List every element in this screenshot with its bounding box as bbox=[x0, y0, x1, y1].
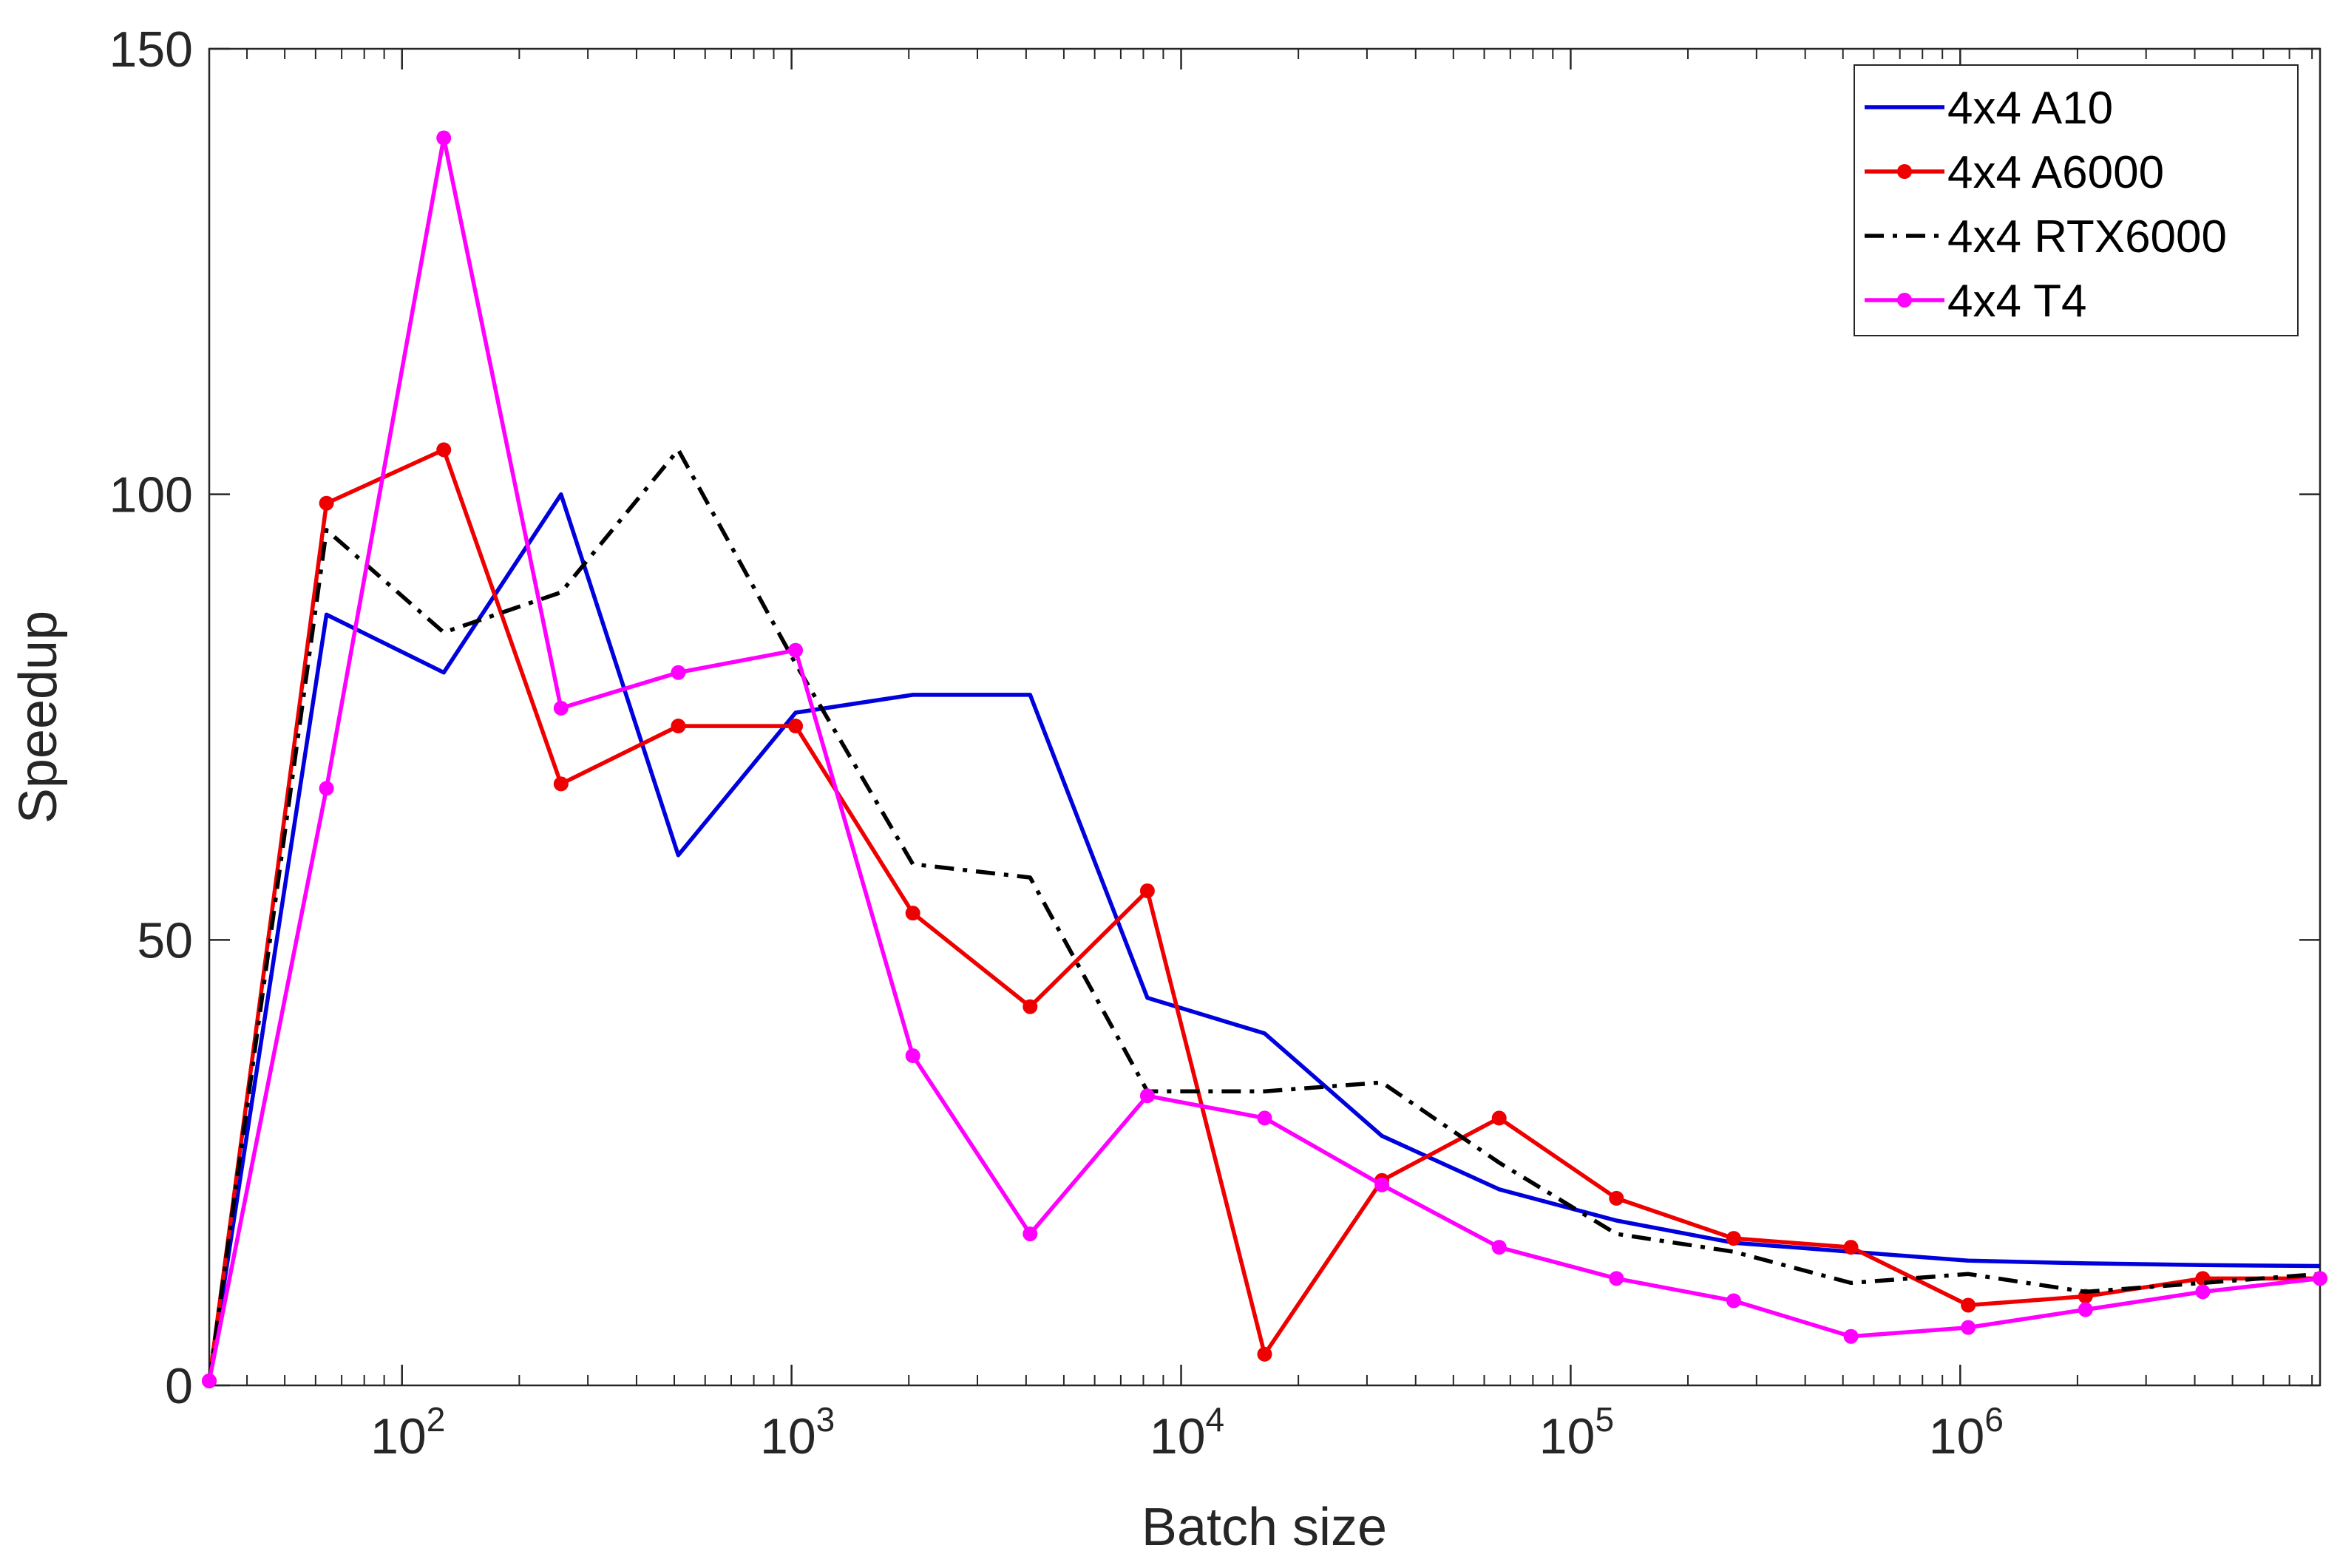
legend-marker-4x4-a6000 bbox=[1897, 164, 1912, 179]
y-axis-label: Speedup bbox=[9, 611, 68, 824]
axis-ticks: 0 50 100 150 102 103 104 105 106 bbox=[109, 21, 2320, 1465]
data-point-4x4-a6000 bbox=[1843, 1240, 1859, 1255]
legend-item-4x4-rtx6000: 4x4 RTX6000 bbox=[1865, 211, 2227, 262]
data-point-4x4-t4 bbox=[905, 1048, 920, 1064]
data-point-4x4-t4 bbox=[1726, 1293, 1741, 1309]
data-point-4x4-t4 bbox=[2078, 1302, 2093, 1317]
data-point-4x4-a6000 bbox=[671, 719, 686, 734]
data-point-4x4-a6000 bbox=[1491, 1110, 1507, 1126]
series-4x4-t4 bbox=[202, 130, 2327, 1388]
legend-marker-4x4-t4 bbox=[1897, 293, 1912, 308]
series-layer bbox=[202, 130, 2327, 1388]
legend: 4x4 A10 4x4 A6000 4x4 RTX6000 4x4 T4 bbox=[1854, 64, 2299, 336]
legend-label-4x4-a6000: 4x4 A6000 bbox=[1947, 147, 2164, 198]
data-point-4x4-a6000 bbox=[1139, 883, 1155, 899]
x-axis-label: Batch size bbox=[1142, 1498, 1387, 1557]
legend-item-4x4-t4: 4x4 T4 bbox=[1865, 276, 2086, 327]
x-tick-label: 103 bbox=[760, 1400, 835, 1465]
data-point-4x4-t4 bbox=[1843, 1328, 1859, 1344]
y-tick-label: 100 bbox=[109, 467, 193, 523]
data-point-4x4-t4 bbox=[436, 130, 452, 146]
data-point-4x4-t4 bbox=[671, 665, 686, 680]
data-point-4x4-a6000 bbox=[1609, 1190, 1624, 1206]
y-tick-label: 0 bbox=[165, 1358, 193, 1414]
data-point-4x4-t4 bbox=[1374, 1177, 1390, 1192]
x-tick-label: 106 bbox=[1929, 1400, 2004, 1465]
data-point-4x4-a6000 bbox=[1023, 999, 1038, 1014]
legend-box bbox=[1854, 64, 2299, 336]
series-line-4x4-a10 bbox=[207, 492, 2321, 1382]
data-point-4x4-t4 bbox=[1139, 1088, 1155, 1104]
data-point-4x4-a6000 bbox=[1961, 1297, 1976, 1313]
data-point-4x4-t4 bbox=[553, 700, 569, 716]
data-point-4x4-t4 bbox=[1609, 1271, 1624, 1286]
data-point-4x4-t4 bbox=[319, 781, 334, 796]
legend-label-4x4-t4: 4x4 T4 bbox=[1947, 276, 2086, 327]
data-point-4x4-t4 bbox=[1257, 1110, 1272, 1126]
data-point-4x4-a6000 bbox=[905, 906, 920, 921]
data-point-4x4-t4 bbox=[2313, 1271, 2327, 1286]
legend-label-4x4-rtx6000: 4x4 RTX6000 bbox=[1947, 211, 2227, 262]
data-point-4x4-a6000 bbox=[788, 719, 804, 734]
x-tick-label: 105 bbox=[1539, 1400, 1614, 1465]
data-point-4x4-t4 bbox=[2195, 1284, 2211, 1300]
data-point-4x4-t4 bbox=[1491, 1240, 1507, 1255]
legend-item-4x4-a6000: 4x4 A6000 bbox=[1865, 147, 2164, 198]
data-point-4x4-t4 bbox=[202, 1373, 217, 1388]
x-tick-label: 102 bbox=[370, 1400, 445, 1465]
data-point-4x4-t4 bbox=[788, 642, 804, 658]
data-point-4x4-a6000 bbox=[436, 442, 452, 458]
series-4x4-a10 bbox=[207, 492, 2321, 1382]
data-point-4x4-a6000 bbox=[1257, 1346, 1272, 1362]
x-tick-label: 104 bbox=[1150, 1400, 1224, 1465]
data-point-4x4-a6000 bbox=[1726, 1231, 1741, 1246]
data-point-4x4-t4 bbox=[1961, 1320, 1976, 1335]
y-tick-label: 50 bbox=[137, 912, 193, 968]
series-line-4x4-rtx6000 bbox=[207, 447, 2321, 1382]
series-4x4-rtx6000 bbox=[207, 447, 2321, 1382]
data-point-4x4-a6000 bbox=[319, 495, 334, 511]
data-point-4x4-t4 bbox=[1023, 1226, 1038, 1242]
legend-item-4x4-a10: 4x4 A10 bbox=[1865, 83, 2113, 134]
data-point-4x4-a6000 bbox=[553, 776, 569, 792]
legend-label-4x4-a10: 4x4 A10 bbox=[1947, 83, 2113, 134]
y-tick-label: 150 bbox=[109, 21, 193, 78]
